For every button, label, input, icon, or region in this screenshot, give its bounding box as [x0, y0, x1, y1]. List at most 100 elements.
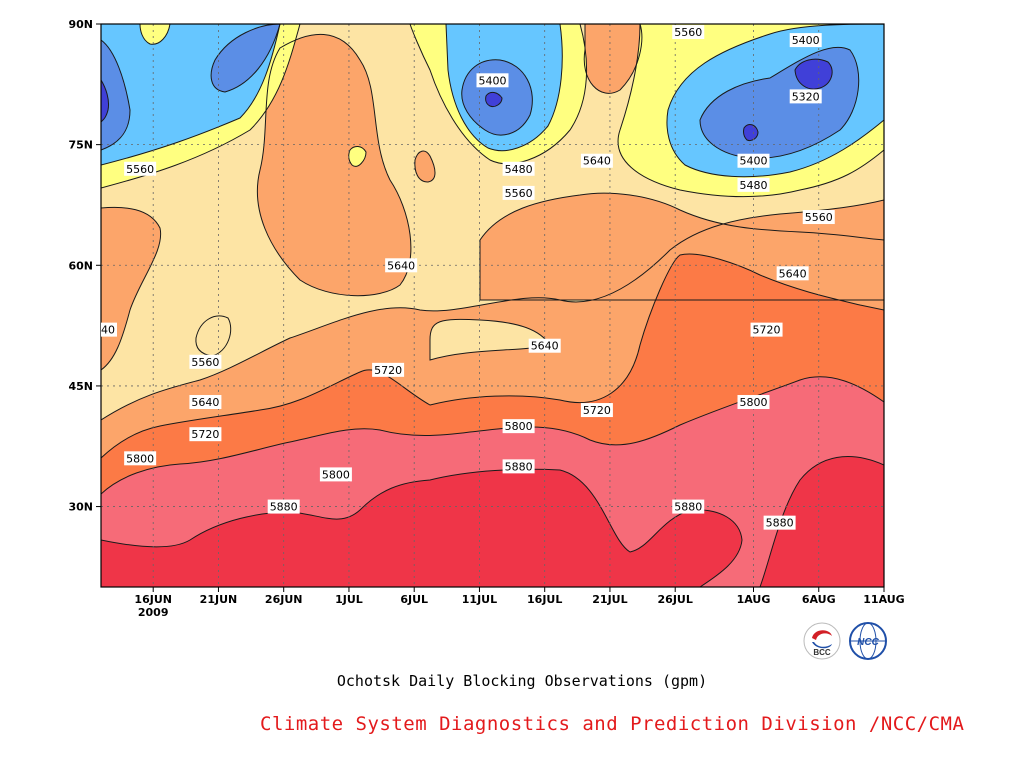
x-tick-label: 1AUG: [737, 593, 771, 606]
contour-label-text: 5880: [674, 501, 702, 514]
band-5640-5720-east-contour: [479, 192, 884, 301]
grid-lines: [101, 24, 884, 587]
band-5400-5480-nw-contour: [101, 24, 281, 166]
band-5560-5640-sw-island-contour: [195, 315, 232, 357]
contour-label: 5560: [802, 210, 835, 225]
contour-label: 5720: [750, 322, 783, 337]
band-5640-5720-ne: [584, 24, 642, 94]
contour-label-text: 5800: [322, 468, 350, 481]
contour-label: 5800: [319, 467, 352, 482]
band-5640-5720-ne-contour: [583, 24, 643, 94]
contour-label: 5320: [789, 89, 822, 104]
contour-label: 5640: [87, 322, 117, 337]
contour-label-text: 5800: [126, 452, 154, 465]
contour-label-text: 5720: [374, 364, 402, 377]
contour-label-bg: [672, 25, 705, 40]
x-tick-label: 6JUL: [400, 593, 428, 606]
band-above-5880-west: [101, 469, 742, 587]
contour-label-text: 5720: [753, 324, 781, 337]
band-5480-5560-ne-contour: [617, 24, 884, 198]
contour-label: 5800: [124, 451, 157, 466]
contour-label: 5400: [737, 153, 770, 168]
contour-label: 5480: [502, 161, 535, 176]
contour-label-text: 5640: [87, 324, 115, 337]
contour-label: 5560: [189, 354, 222, 369]
contour-label-text: 5720: [583, 404, 611, 417]
bcc-swirl-blue: [812, 642, 832, 649]
band-5800-5880-contour: [101, 376, 884, 587]
contour-label-text: 5560: [505, 187, 533, 200]
contour-label-bg: [802, 210, 835, 225]
x-tick-label: 26JUN: [265, 593, 303, 606]
chart-title: Ochotsk Daily Blocking Observations (gpm…: [336, 672, 708, 690]
contour-label-bg: [476, 73, 509, 88]
contour-label: 5640: [189, 395, 222, 410]
contour-label-bg: [672, 499, 705, 514]
band-5640-5720-island: [414, 151, 435, 182]
x-axis: 16JUN 21JUN 26JUN 1JUL 6JUL 11JUL 16JUL 21JUL 26…: [134, 587, 905, 619]
y-tick-label: 60N: [68, 259, 93, 272]
x-tick-label: 26JUL: [658, 593, 693, 606]
ncc-logo-text: NCC: [857, 637, 879, 648]
contour-labels: 5400 5480 5560 5640 5560 5640 5640 5560 5640 5720…: [87, 25, 835, 530]
band-5560-5640-sw-island: [195, 316, 231, 356]
contour-label-text: 5800: [505, 420, 533, 433]
contour-label-text: 5400: [740, 155, 768, 168]
contour-label-bg: [789, 33, 822, 48]
contour-label-bg: [737, 177, 770, 192]
band-5320-5400-nw-contour: [101, 39, 131, 151]
band-5480-5560-island: [348, 146, 366, 167]
band-5720-5800-contour: [101, 253, 884, 587]
contour-label-text: 5640: [191, 396, 219, 409]
contour-label: 5560: [502, 185, 535, 200]
band-5560-5640-south-lobe-contour: [429, 318, 551, 361]
contour-label-text: 5400: [792, 34, 820, 47]
contour-label-bg: [580, 153, 613, 168]
band-5320-5400-nw2: [211, 24, 280, 92]
contour-label-bg: [502, 419, 535, 434]
band-5400-5480-n-contour: [445, 24, 563, 152]
band-5400-5480-ne-contour: [666, 24, 884, 178]
y-tick-label: 30N: [68, 501, 93, 514]
contour-label-bg: [189, 354, 222, 369]
x-year-label: 2009: [138, 606, 169, 619]
band-below-5320-e1: [743, 124, 758, 141]
contour-label-text: 5880: [270, 501, 298, 514]
y-axis: 30N 45N 60N 75N 90N: [68, 18, 101, 514]
bcc-logo-text: BCC: [813, 648, 831, 657]
contour-label-bg: [101, 322, 117, 337]
contour-label-text: 5400: [479, 74, 507, 87]
band-below-5320-w: [101, 80, 109, 122]
ncc-logo: NCC: [849, 622, 887, 660]
contour-label: 5400: [789, 33, 822, 48]
contour-label-bg: [267, 499, 300, 514]
contour-label: 5720: [189, 427, 222, 442]
contour-label-bg: [750, 322, 783, 337]
contour-label-text: 5480: [740, 179, 768, 192]
band-below-5320-n-contour: [485, 91, 503, 107]
x-tick-label: 21JUN: [200, 593, 238, 606]
band-5560-5640-south-lobe: [430, 319, 550, 360]
band-5640-5720-west-contour: [101, 206, 162, 371]
footer-credit: Climate System Diagnostics and Predictio…: [260, 713, 965, 735]
x-tick-label: 21JUL: [592, 593, 627, 606]
contour-label-bg: [189, 395, 222, 410]
band-above-5880-east: [760, 456, 884, 587]
x-tick-label: 1JUL: [335, 593, 363, 606]
contour-label-text: 5880: [505, 460, 533, 473]
y-tick-label: 45N: [68, 380, 93, 393]
band-above-5880-east-contour: [759, 456, 884, 587]
band-below-5320-n: [485, 92, 502, 107]
band-5640-5720-mid-contour: [256, 33, 412, 297]
contour-label: 5640: [776, 266, 809, 281]
contour-label-text: 5560: [805, 211, 833, 224]
contour-label-text: 5560: [674, 26, 702, 39]
contour-label: 5720: [372, 362, 405, 377]
bcc-swirl-red: [812, 630, 832, 640]
contour-label-bg: [124, 451, 157, 466]
band-below-5320-e2-contour: [794, 58, 833, 90]
bcc-ring: [803, 622, 841, 660]
contour-label: 5880: [267, 499, 300, 514]
contour-label-text: 5720: [191, 428, 219, 441]
